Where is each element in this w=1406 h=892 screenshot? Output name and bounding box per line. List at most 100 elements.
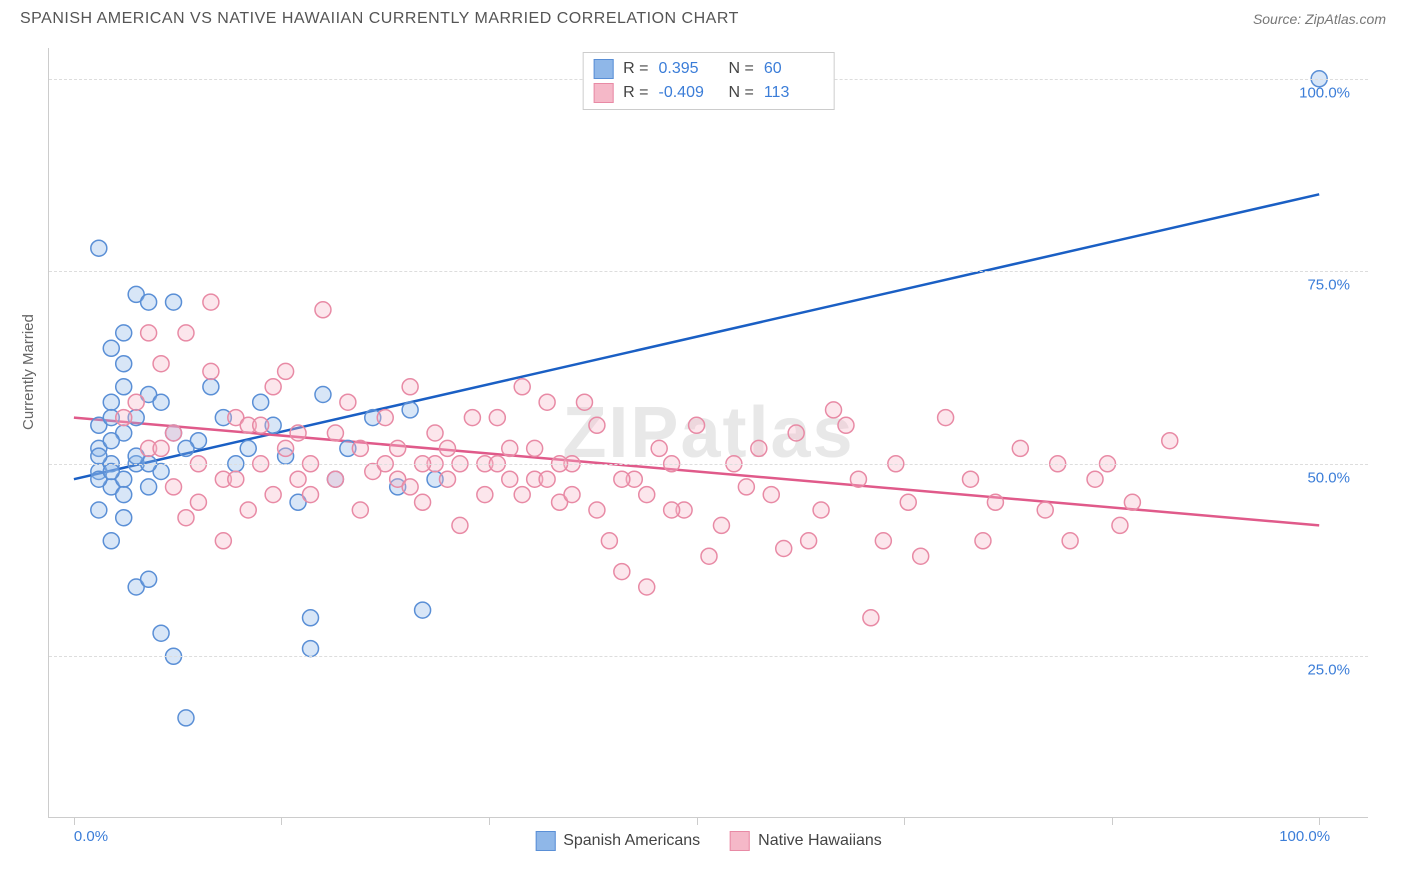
r-value: -0.409 [659,84,719,102]
data-point [203,379,219,395]
data-point [402,402,418,418]
data-point [103,464,119,480]
x-tick [74,817,75,825]
data-point [303,610,319,626]
data-point [1162,433,1178,449]
regression-line [74,194,1319,479]
data-point [502,440,518,456]
data-point [116,379,132,395]
data-point [91,448,107,464]
data-point [402,479,418,495]
legend-swatch [593,83,613,103]
data-point [788,425,804,441]
data-point [539,471,555,487]
r-label: R = [623,60,648,78]
data-point [141,571,157,587]
r-label: R = [623,84,648,102]
legend-item: Spanish Americans [535,831,700,851]
data-point [178,710,194,726]
data-point [826,402,842,418]
data-point [116,510,132,526]
data-point [141,479,157,495]
data-point [639,579,655,595]
data-point [514,487,530,503]
data-point [315,387,331,403]
chart-area: ZIPatlas R =0.395N =60R =-0.409N =113 Sp… [48,48,1368,818]
data-point [240,440,256,456]
data-point [303,641,319,657]
data-point [415,602,431,618]
gridline [49,271,1368,272]
data-point [502,471,518,487]
legend-label: Spanish Americans [563,832,700,850]
data-point [963,471,979,487]
data-point [178,510,194,526]
y-tick-label: 25.0% [1307,662,1350,679]
r-value: 0.395 [659,60,719,78]
legend-stats: R =0.395N =60R =-0.409N =113 [582,52,835,110]
data-point [514,379,530,395]
data-point [253,417,269,433]
x-tick-label: 0.0% [74,828,108,845]
data-point [589,502,605,518]
x-tick [904,817,905,825]
data-point [402,379,418,395]
data-point [975,533,991,549]
y-axis-label: Currently Married [20,314,37,430]
data-point [315,302,331,318]
data-point [801,533,817,549]
data-point [178,325,194,341]
data-point [439,440,455,456]
data-point [377,410,393,426]
data-point [253,394,269,410]
data-point [464,410,480,426]
data-point [103,394,119,410]
data-point [1087,471,1103,487]
data-point [265,487,281,503]
data-point [651,440,667,456]
x-tick-label: 100.0% [1279,828,1330,845]
data-point [614,564,630,580]
scatter-plot [49,48,1368,817]
data-point [116,325,132,341]
data-point [103,433,119,449]
data-point [190,494,206,510]
data-point [166,425,182,441]
legend-item: Native Hawaiians [730,831,882,851]
data-point [116,487,132,503]
data-point [452,517,468,533]
data-point [913,548,929,564]
data-point [938,410,954,426]
data-point [776,541,792,557]
data-point [987,494,1003,510]
data-point [153,356,169,372]
source-label: Source: ZipAtlas.com [1253,11,1386,27]
data-point [290,471,306,487]
data-point [477,487,493,503]
data-point [875,533,891,549]
data-point [701,548,717,564]
data-point [153,625,169,641]
data-point [278,363,294,379]
y-tick-label: 75.0% [1307,277,1350,294]
data-point [141,294,157,310]
data-point [228,471,244,487]
data-point [601,533,617,549]
data-point [1112,517,1128,533]
n-label: N = [729,84,754,102]
data-point [290,425,306,441]
data-point [91,502,107,518]
data-point [215,533,231,549]
legend-stat-row: R = -0.409 N = 113 [593,81,824,105]
data-point [278,440,294,456]
n-value: 113 [764,84,824,102]
data-point [838,417,854,433]
data-point [166,479,182,495]
data-point [352,502,368,518]
data-point [614,471,630,487]
data-point [564,487,580,503]
data-point [128,394,144,410]
data-point [664,502,680,518]
data-point [1037,502,1053,518]
data-point [763,487,779,503]
